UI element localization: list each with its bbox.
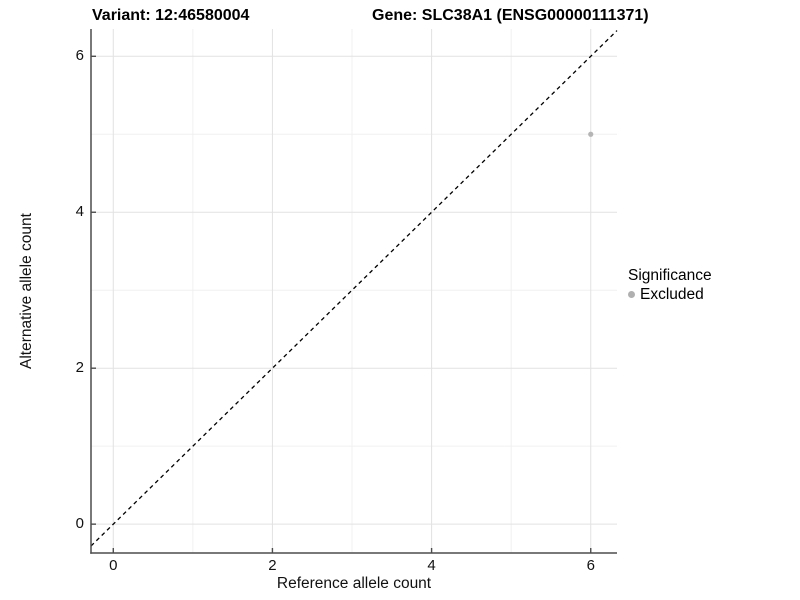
x-tick-label: 2 bbox=[268, 557, 277, 574]
y-tick-label: 6 bbox=[75, 47, 84, 65]
excluded-point-icon bbox=[628, 291, 635, 298]
x-axis-title: Reference allele count bbox=[276, 575, 432, 592]
identity-line bbox=[90, 30, 618, 547]
legend-title: Significance bbox=[628, 267, 712, 284]
y-tick-label: 4 bbox=[75, 203, 84, 221]
x-tick-label: 6 bbox=[586, 557, 595, 574]
legend-item-excluded: Excluded bbox=[628, 285, 712, 304]
x-tick-label: 4 bbox=[427, 557, 436, 574]
y-tick-label: 0 bbox=[75, 515, 84, 533]
y-tick-label: 2 bbox=[75, 359, 84, 377]
plot-title-variant: Variant: 12:46580004 bbox=[92, 7, 250, 24]
legend-item-label: Excluded bbox=[640, 286, 704, 303]
plot-title-gene: Gene: SLC38A1 (ENSG00000111371) bbox=[372, 7, 649, 24]
legend: Significance Excluded bbox=[628, 266, 712, 304]
data-point[interactable] bbox=[588, 131, 594, 137]
x-tick-label: 0 bbox=[109, 557, 118, 574]
y-axis-title: Alternative allele count bbox=[18, 213, 35, 369]
